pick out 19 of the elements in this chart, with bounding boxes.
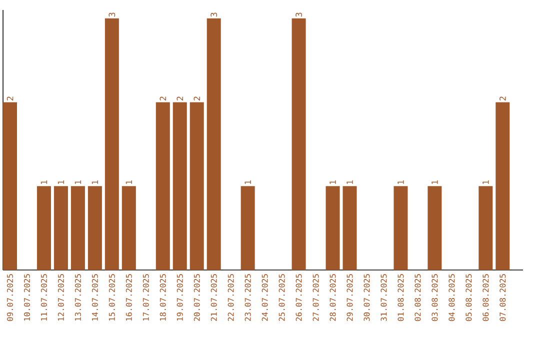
data-label: 1 (398, 180, 404, 184)
data-label: 1 (40, 180, 48, 184)
data-label: 1 (346, 180, 353, 184)
data-label: 1 (244, 180, 251, 184)
data-label: 1 (58, 180, 64, 184)
data-label: 3 (296, 12, 302, 17)
data-label: 2 (6, 96, 14, 100)
data-label: 2 (500, 96, 506, 100)
data-label: 1 (330, 180, 336, 184)
data-label: 2 (194, 96, 200, 100)
data-label: 2 (176, 96, 184, 100)
data-label: 1 (432, 180, 438, 184)
data-label: 1 (126, 180, 132, 184)
data-label: 2 (160, 96, 166, 100)
data-label: 3 (210, 12, 218, 17)
data-label: 1 (74, 180, 82, 184)
data-label: 1 (482, 180, 489, 184)
data-label: 1 (92, 180, 98, 184)
data-label: 3 (108, 12, 116, 17)
